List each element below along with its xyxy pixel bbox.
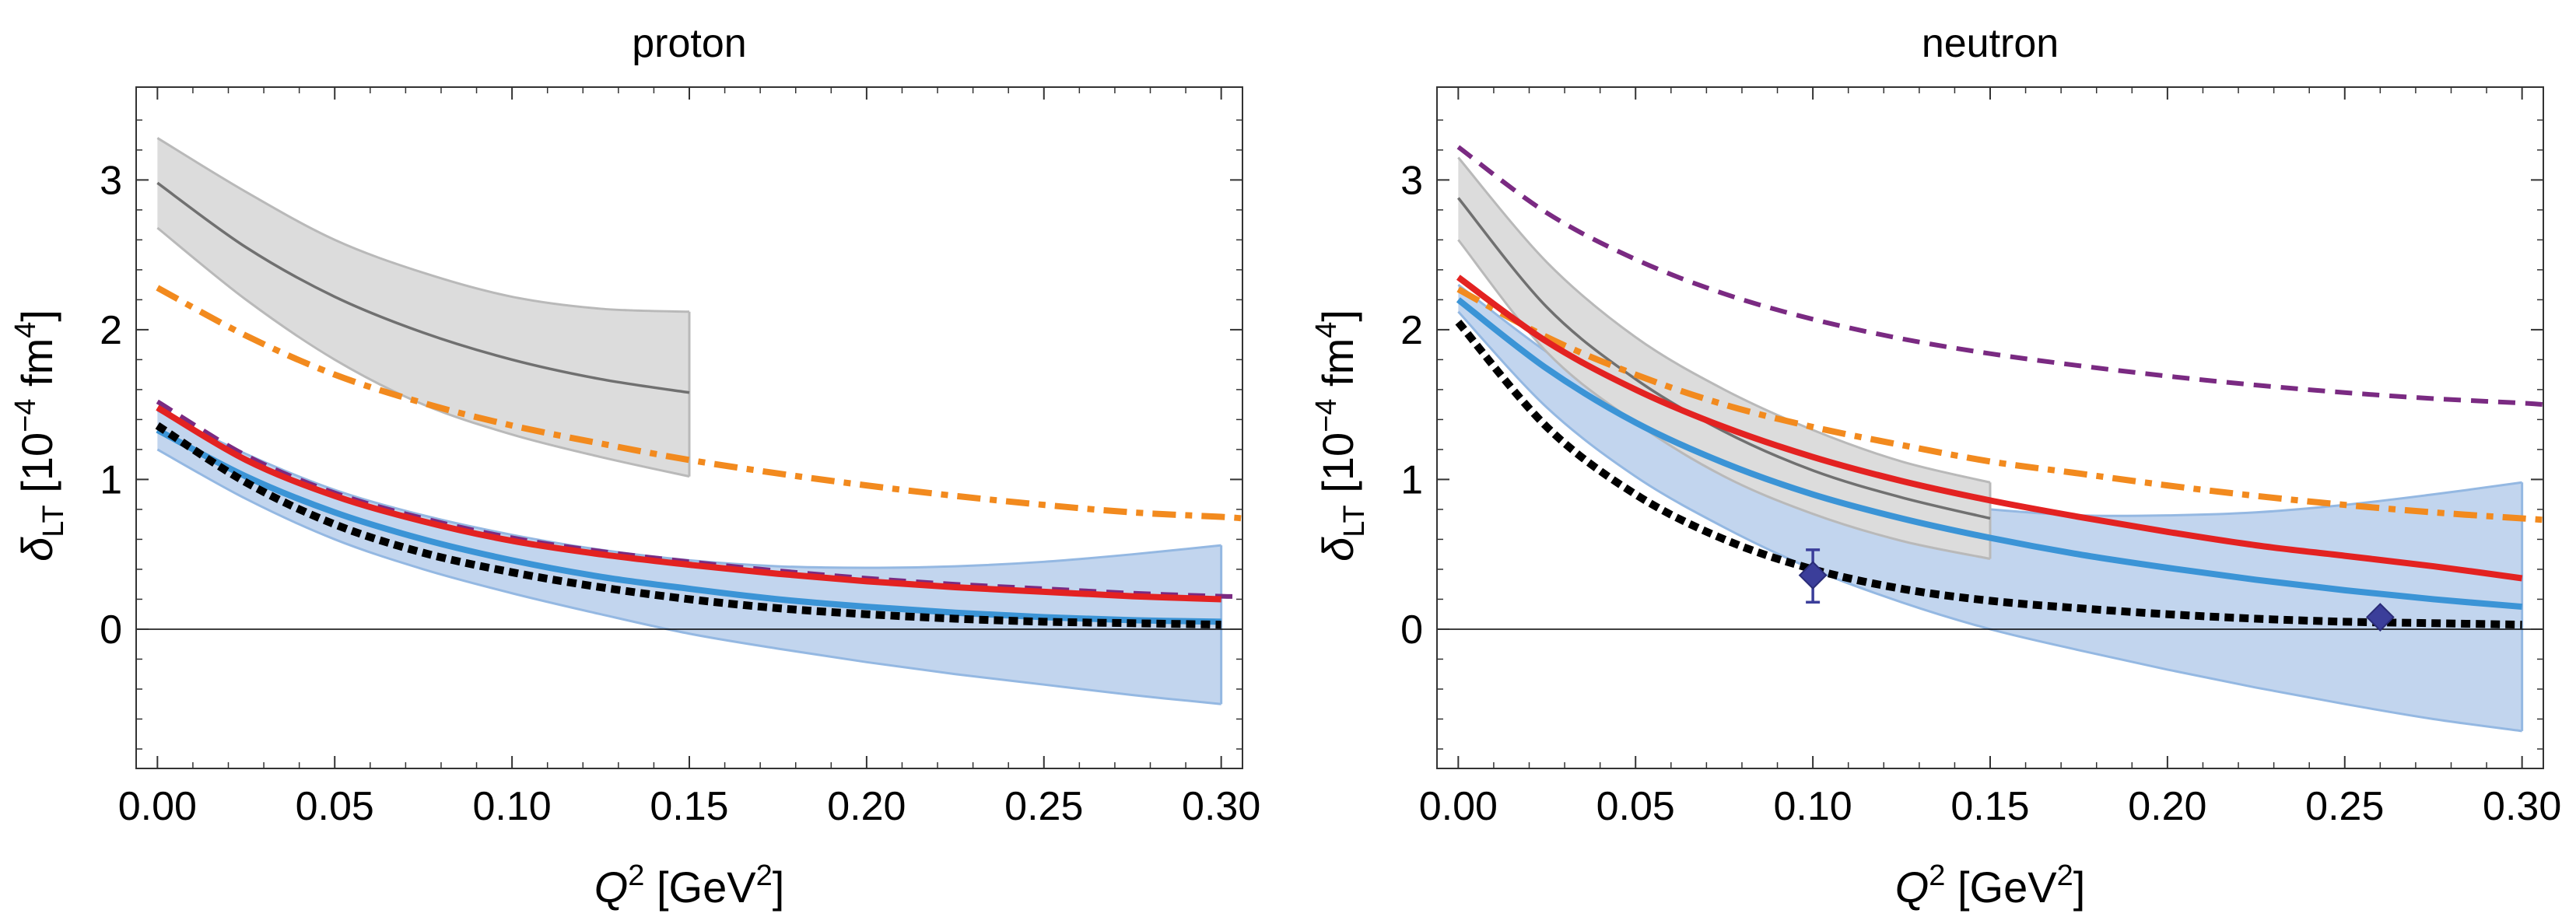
neutron-title: neutron xyxy=(1922,21,2059,66)
proton-blue-solid-line xyxy=(156,427,1221,625)
neutron-data-point-1 xyxy=(1798,548,1828,604)
proton-ylabel: δLT [10−4 fm4] xyxy=(9,310,70,562)
neutron-ticks xyxy=(1437,87,2543,768)
proton-xtick-label: 0.15 xyxy=(650,784,728,829)
proton-ytick-label: 1 xyxy=(100,457,122,502)
proton-ytick-label: 2 xyxy=(100,308,122,353)
proton-gray-central-line xyxy=(156,181,690,394)
neutron-blue-solid-line xyxy=(1456,297,2522,611)
neutron-xtick-label: 0.10 xyxy=(1774,784,1852,829)
proton-plot-area xyxy=(136,137,1242,705)
neutron-xtick-label: 0.30 xyxy=(2483,784,2561,829)
proton-xtick-label: 0.10 xyxy=(473,784,552,829)
neutron-ytick-label: 3 xyxy=(1400,158,1423,203)
neutron-xtick-label: 0.25 xyxy=(2305,784,2384,829)
proton-ticks xyxy=(136,87,1242,768)
neutron-xtick-label: 0.00 xyxy=(1419,784,1498,829)
neutron-black-dotted-line xyxy=(1455,320,2522,629)
proton-gray-band-upper-edge xyxy=(156,137,690,313)
proton-blue-band-upper-edge xyxy=(156,409,1221,569)
neutron-xtick-label: 0.05 xyxy=(1596,784,1675,829)
proton-xtick-label: 0.20 xyxy=(827,784,906,829)
neutron-plot-area xyxy=(1437,145,2543,733)
proton-black-dotted-line xyxy=(155,422,1221,629)
proton-xtick-label: 0.25 xyxy=(1004,784,1083,829)
neutron-ylabel: δLT [10−4 fm4] xyxy=(1310,310,1371,562)
proton-xtick-label: 0.05 xyxy=(296,784,374,829)
neutron-orange-dashdot-line xyxy=(1456,286,2543,523)
proton-xlabel: Q2 [GeV2] xyxy=(594,859,785,912)
proton-xtick-label: 0.30 xyxy=(1182,784,1260,829)
proton-blue-band xyxy=(157,410,1221,705)
neutron-gray-band-upper-edge xyxy=(1457,156,1991,484)
neutron-purple-dashed-line xyxy=(1456,145,2543,408)
neutron-ytick-label: 0 xyxy=(1400,607,1423,653)
neutron-gray-band xyxy=(1458,157,1990,559)
proton-red-solid-line xyxy=(156,404,1221,603)
proton-ytick-label: 3 xyxy=(100,158,122,203)
neutron-xtick-label: 0.15 xyxy=(1950,784,2029,829)
proton-orange-dashdot-line xyxy=(156,285,1242,522)
neutron-data-point-1-diamond-marker xyxy=(1798,561,1828,590)
neutron-xlabel: Q2 [GeV2] xyxy=(1895,859,2086,912)
neutron-gray-band-lower-edge xyxy=(1457,239,1991,560)
proton-panel: 0.00 0.05 0.10 0.15 0.20 0.25 0.30 0 1 2 3 proton Q2… xyxy=(9,21,1260,912)
proton-gray-band xyxy=(157,138,690,477)
proton-ytick-label: 0 xyxy=(100,607,122,653)
neutron-blue-band-lower-edge xyxy=(1457,310,2522,733)
proton-blue-band-lower-edge xyxy=(156,448,1221,705)
neutron-panel: 0.00 0.05 0.10 0.15 0.20 0.25 0.30 0 1 2 3 neutron Q… xyxy=(1310,21,2561,912)
proton-title: proton xyxy=(632,21,746,66)
neutron-ytick-label: 1 xyxy=(1400,457,1423,502)
neutron-red-solid-line xyxy=(1456,275,2523,582)
neutron-xtick-label: 0.20 xyxy=(2128,784,2206,829)
neutron-data-point-2-diamond-marker xyxy=(2365,603,2395,632)
proton-xtick-label: 0.00 xyxy=(118,784,197,829)
neutron-data-point-2 xyxy=(2365,603,2395,632)
neutron-ytick-label: 2 xyxy=(1400,308,1423,353)
